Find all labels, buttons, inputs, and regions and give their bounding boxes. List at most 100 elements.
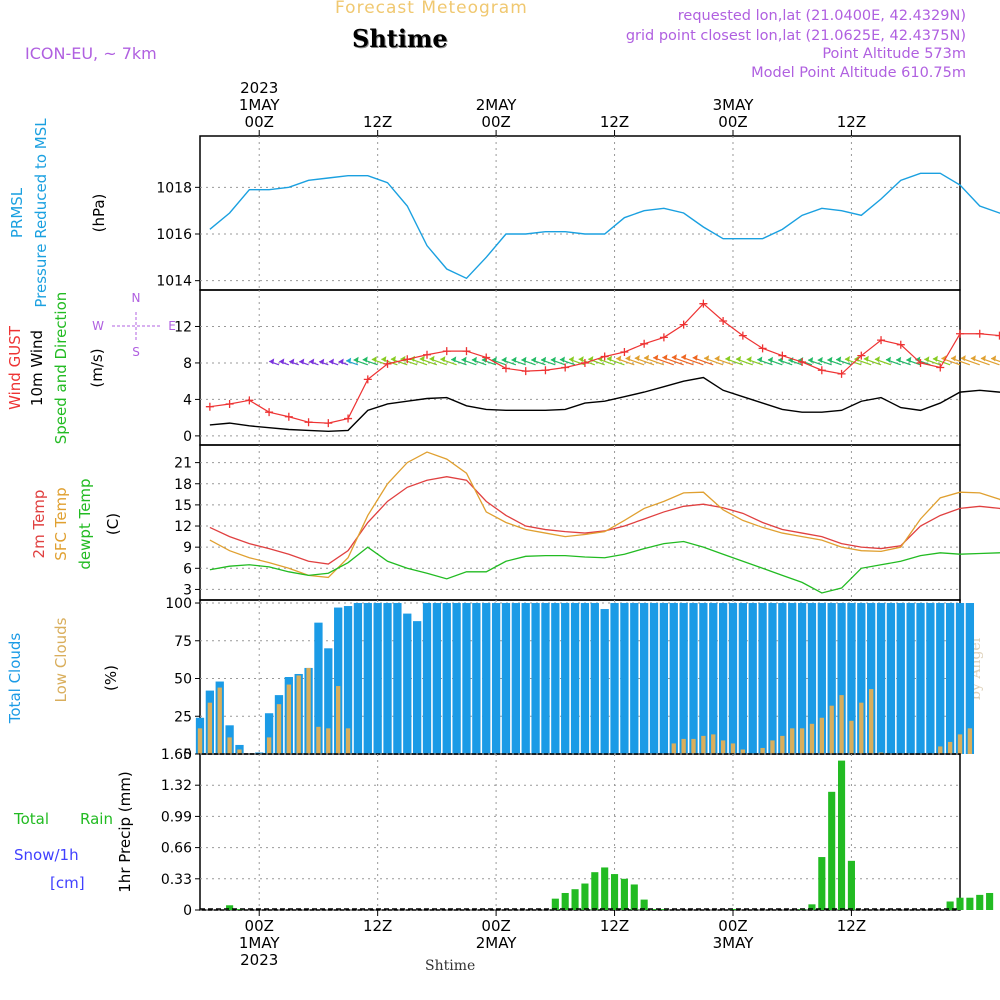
point-altitude: Point Altitude 573m bbox=[822, 46, 966, 62]
low-cloud-bar bbox=[336, 686, 341, 754]
ylabel-dewpt-temp: dewpt Temp bbox=[76, 478, 94, 569]
wind-arrowhead bbox=[906, 356, 912, 363]
total-cloud-bar bbox=[936, 603, 945, 754]
total-cloud-bar bbox=[847, 603, 856, 754]
low-cloud-bar bbox=[868, 689, 874, 754]
gust-marker bbox=[423, 350, 432, 359]
total-cloud-bar bbox=[620, 603, 629, 754]
x-tick-label-bottom: 00Z bbox=[245, 917, 274, 935]
precip-bar bbox=[235, 909, 244, 910]
total-cloud-bar bbox=[659, 603, 669, 754]
compass-south: S bbox=[132, 345, 140, 359]
wind-arrowhead bbox=[461, 356, 467, 363]
y-tick-label: 0 bbox=[183, 429, 192, 445]
wind-arrowhead bbox=[279, 358, 285, 365]
wind-arrowhead bbox=[362, 356, 368, 363]
gust-marker bbox=[304, 418, 313, 427]
precip-bar bbox=[650, 909, 658, 910]
y-tick-label: 8 bbox=[183, 356, 192, 372]
low-cloud-bar bbox=[829, 705, 834, 754]
x-tick-label-top: 00Z bbox=[718, 113, 747, 131]
total-cloud-bar bbox=[738, 603, 748, 754]
y-tick-label: 21 bbox=[174, 456, 192, 472]
panel-frame bbox=[199, 444, 961, 601]
gust-marker bbox=[975, 329, 984, 338]
panel-temperature: 3 6 9 12 15 18 21 bbox=[174, 444, 1000, 601]
total-cloud-bar bbox=[640, 603, 649, 754]
total-cloud-bar bbox=[531, 603, 540, 754]
precip-bar bbox=[946, 901, 954, 910]
temp-line-0 bbox=[209, 476, 1000, 565]
wind-arrowhead bbox=[578, 356, 584, 363]
wind-arrowhead bbox=[896, 356, 902, 363]
total-cloud-bar bbox=[393, 603, 402, 754]
wind-arrowhead bbox=[338, 358, 344, 365]
wind-arrowhead bbox=[991, 355, 997, 362]
total-cloud-bar bbox=[867, 603, 876, 754]
total-cloud-bar bbox=[788, 603, 797, 754]
gust-marker bbox=[383, 359, 392, 368]
wind-arrowhead bbox=[736, 355, 742, 362]
y-tick-label: 0.66 bbox=[161, 841, 192, 857]
model-label: ICON-EU, ~ 7km bbox=[25, 44, 157, 63]
y-tick-label: 0.33 bbox=[161, 872, 192, 888]
wind-arrowhead bbox=[714, 355, 720, 362]
wind-arrowhead bbox=[746, 356, 752, 363]
y-tick-label: 1018 bbox=[156, 180, 192, 196]
x-tick-label-top: 00Z bbox=[245, 113, 274, 131]
total-cloud-bar bbox=[797, 603, 807, 754]
wind-arrowhead bbox=[836, 356, 842, 363]
panel-precip: 0 0.33 0.66 0.99 1.32 1.65 bbox=[161, 747, 994, 919]
gust-marker bbox=[778, 351, 787, 360]
total-cloud-bar bbox=[748, 603, 757, 754]
y-tick-label: 0.99 bbox=[161, 809, 192, 825]
wind-arrowhead bbox=[704, 355, 710, 362]
x-tick-label-bottom: 00Z bbox=[718, 917, 747, 935]
wind-arrowhead bbox=[511, 356, 517, 363]
gust-marker bbox=[580, 358, 589, 367]
total-cloud-bar bbox=[906, 603, 915, 754]
x-tick-label-bottom: 12Z bbox=[837, 917, 866, 935]
ylabel-wind-gust: Wind GUST bbox=[6, 325, 24, 410]
total-cloud-bar bbox=[511, 603, 520, 754]
panel-wind: 0 4 8 12 bbox=[112, 289, 1000, 446]
total-cloud-bar bbox=[570, 603, 580, 754]
ylabel-ms: (m/s) bbox=[88, 348, 106, 387]
wind-arrowhead bbox=[885, 356, 891, 363]
wind-arrowhead bbox=[844, 356, 850, 363]
total-cloud-bar bbox=[353, 603, 363, 754]
wind-arrowhead bbox=[606, 355, 612, 362]
y-tick-label: 6 bbox=[183, 561, 192, 577]
precip-bar bbox=[640, 899, 648, 910]
low-cloud-bar bbox=[740, 749, 746, 754]
wind-arrowhead bbox=[390, 356, 396, 363]
wind-arrowhead bbox=[951, 355, 957, 362]
total-cloud-bar bbox=[442, 603, 451, 754]
x-tick-label-top: 1MAY bbox=[239, 96, 281, 114]
ylabel-precip: 1hr Precip (mm) bbox=[116, 771, 134, 892]
low-cloud-bar bbox=[760, 747, 765, 754]
wind-arrowhead bbox=[309, 358, 315, 365]
wind-arrowhead bbox=[569, 356, 575, 363]
precip-bar bbox=[976, 894, 984, 910]
wind-arrowhead bbox=[725, 355, 731, 362]
total-cloud-bar bbox=[472, 603, 481, 754]
total-cloud-bar bbox=[255, 752, 264, 754]
wind-arrowhead bbox=[491, 356, 497, 363]
total-cloud-bar bbox=[827, 603, 836, 754]
panel-frame bbox=[199, 289, 961, 446]
precip-bar bbox=[610, 874, 619, 910]
precip-bar bbox=[551, 898, 559, 910]
y-tick-label: 1.65 bbox=[161, 747, 192, 763]
total-cloud-bar bbox=[373, 603, 382, 754]
x-tick-label-top: 12Z bbox=[600, 113, 629, 131]
low-cloud-bar bbox=[266, 737, 272, 754]
y-tick-label: 18 bbox=[174, 477, 192, 493]
y-tick-label: 50 bbox=[174, 672, 192, 688]
total-cloud-bar bbox=[857, 603, 866, 754]
ylabel-celsius: (C) bbox=[104, 513, 122, 535]
wind-arrowhead bbox=[970, 355, 976, 362]
low-cloud-bar bbox=[819, 717, 824, 754]
total-cloud-bar bbox=[343, 606, 353, 754]
